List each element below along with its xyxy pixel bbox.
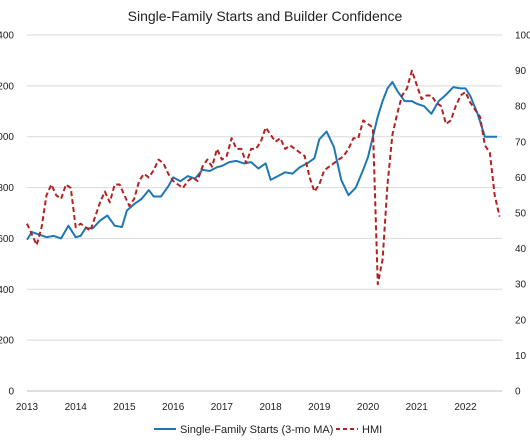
right-tick-label: 100	[515, 31, 530, 42]
right-tick-label: 40	[515, 244, 527, 255]
legend-label-starts: Single-Family Starts (3-mo MA)	[180, 424, 333, 436]
left-tick-label: 400	[0, 285, 14, 296]
right-tick-label: 90	[515, 66, 527, 77]
series-line-starts	[26, 81, 498, 241]
right-tick-label: 80	[515, 102, 527, 113]
right-tick-label: 30	[515, 280, 527, 291]
right-axis-ticks: 0 10 20 30 40 50 60 70 80 90 100	[515, 31, 530, 398]
x-tick-label: 2021	[406, 402, 429, 413]
left-tick-label: 600	[0, 234, 14, 245]
legend: Single-Family Starts (3-mo MA) HMI	[154, 424, 382, 436]
left-tick-label: 0	[8, 387, 14, 398]
x-tick-label: 2022	[454, 402, 477, 413]
right-tick-label: 60	[515, 173, 527, 184]
x-tick-label: 2019	[308, 402, 331, 413]
left-tick-label: 200	[0, 336, 14, 347]
right-tick-label: 70	[515, 137, 527, 148]
series-layer	[26, 69, 501, 286]
x-tick-label: 2020	[357, 402, 380, 413]
chart-title: Single-Family Starts and Builder Confide…	[128, 8, 403, 24]
x-tick-label: 2018	[259, 402, 282, 413]
right-tick-label: 50	[515, 209, 527, 220]
left-tick-label: 1000	[0, 132, 14, 143]
series-line-hmi	[26, 69, 501, 286]
left-tick-label: 1400	[0, 31, 14, 42]
x-tick-label: 2014	[65, 402, 88, 413]
right-tick-label: 0	[515, 387, 521, 398]
left-tick-label: 800	[0, 183, 14, 194]
x-axis-ticks: 2013 2014 2015 2016 2017 2018 2019 2020 2021 2022	[16, 402, 477, 413]
left-axis-ticks: 0 200 400 600 800 1000 1200 1400	[0, 31, 14, 398]
right-tick-label: 10	[515, 351, 527, 362]
left-tick-label: 1200	[0, 81, 14, 92]
x-tick-label: 2017	[211, 402, 234, 413]
x-tick-label: 2016	[162, 402, 185, 413]
legend-label-hmi: HMI	[362, 424, 382, 436]
gridlines	[27, 34, 502, 341]
x-tick-label: 2015	[113, 402, 136, 413]
x-tick-label: 2013	[16, 402, 39, 413]
right-tick-label: 20	[515, 315, 527, 326]
